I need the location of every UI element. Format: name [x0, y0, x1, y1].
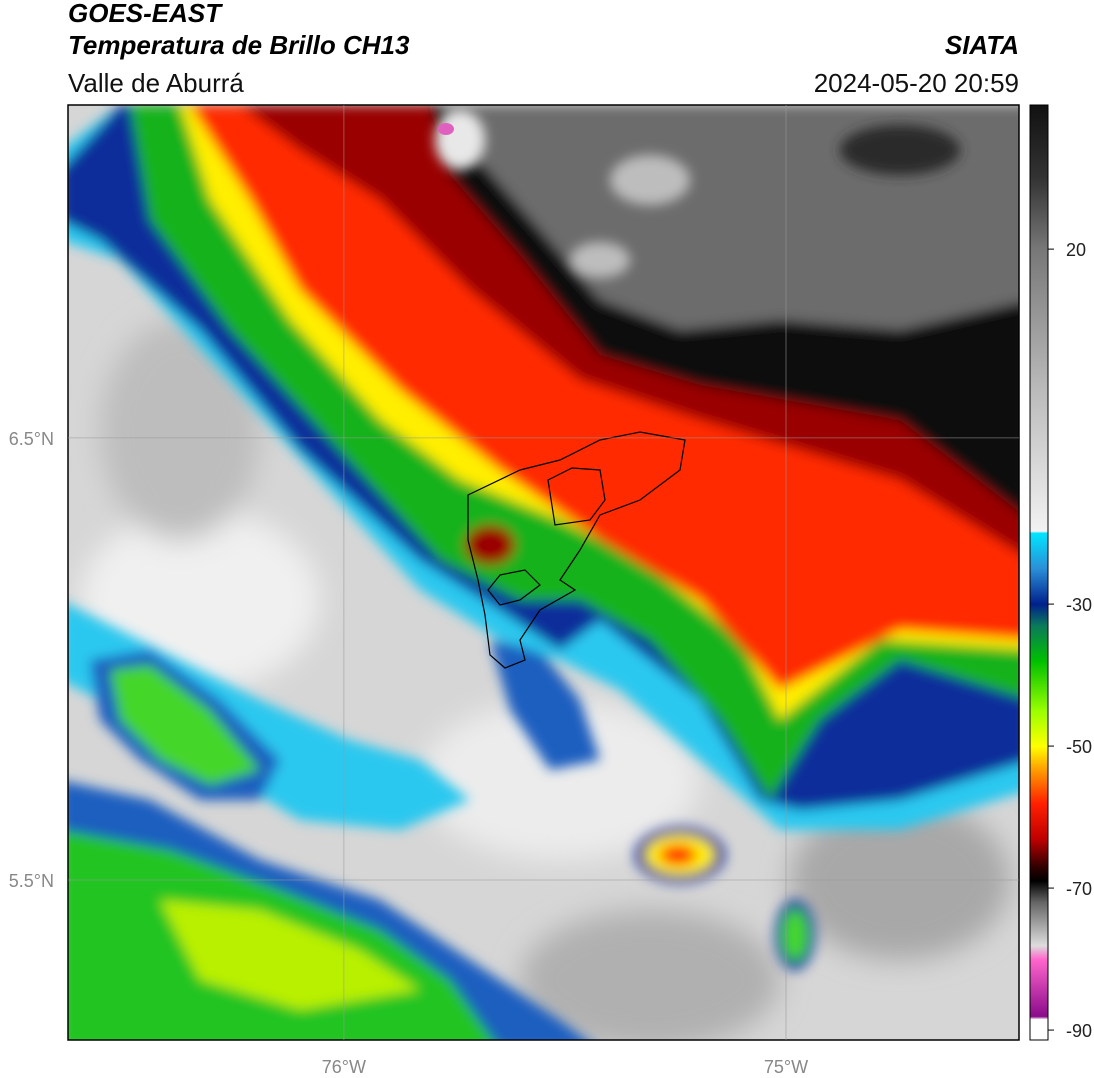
map-frame — [67, 104, 1020, 1041]
y-tick-label: 5.5°N — [9, 871, 54, 891]
colorbar-tick-label: -50 — [1066, 737, 1092, 757]
source: SIATA — [945, 30, 1019, 60]
x-tick-label: 76°W — [322, 1057, 366, 1077]
satellite-image — [68, 105, 1019, 1040]
title: GOES-EAST — [68, 0, 223, 28]
subtitle: Temperatura de Brillo CH13 — [68, 30, 410, 60]
x-tick-label: 75°W — [764, 1057, 808, 1077]
colorbar-tick-label: -90 — [1066, 1021, 1092, 1041]
colorbar — [1029, 104, 1049, 1041]
y-tick-label: 6.5°N — [9, 429, 54, 449]
colorbar-tick-label: -30 — [1066, 595, 1092, 615]
region: Valle de Aburrá — [68, 68, 244, 98]
colorbar-tick-label: -70 — [1066, 879, 1092, 899]
colorbar-tick-label: 20 — [1066, 240, 1086, 260]
datetime: 2024-05-20 20:59 — [814, 68, 1019, 98]
